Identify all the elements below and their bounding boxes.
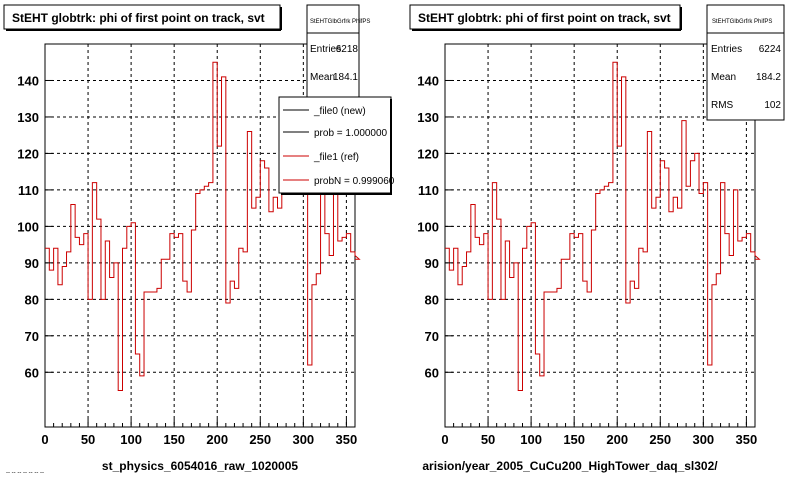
right-footer-label: arision/year_2005_CuCu200_HighTower_daq_…: [422, 459, 718, 473]
x-tick-label: 100: [120, 432, 142, 447]
x-tick-label: 250: [649, 432, 671, 447]
left-stats-mean-label: Mean: [310, 72, 335, 83]
right-stats-title: StEHTGlbGrfrk PhifPS: [712, 19, 772, 25]
y-tick-label: 60: [25, 365, 39, 380]
left-histogram-line: [45, 61, 361, 392]
x-tick-label: 0: [441, 432, 448, 447]
legend-entry-prob: prob = 1.000000: [314, 128, 388, 139]
x-tick-label: 150: [163, 432, 185, 447]
left-stats-entries-value: 6218: [336, 44, 359, 55]
left-chart-title: StEHT globtrk: phi of first point on tra…: [12, 11, 265, 25]
y-tick-label: 130: [417, 110, 439, 125]
right-x-ticks: 0 50 100 150 200 250 300 350: [441, 419, 757, 447]
left-y-ticks: 60 70 80 90 100 110 120 130 140: [17, 73, 53, 380]
left-legend: _file0 (new) prob = 1.000000 _file1 (ref…: [278, 96, 395, 195]
right-stats-mean-value: 184.2: [756, 72, 781, 83]
right-chart-title: StEHT globtrk: phi of first point on tra…: [418, 11, 671, 25]
right-title-box: StEHT globtrk: phi of first point on tra…: [409, 4, 682, 31]
right-panel: 0 50 100 150 200 250 300 350 60 70 80 90 100 110 120 1…: [409, 4, 785, 473]
legend-entry-file0: _file0 (new): [313, 106, 366, 117]
left-x-ticks: 0 50 100 150 200 250 300 350: [41, 419, 357, 447]
legend-entry-file1: _file1 (ref): [313, 152, 359, 163]
x-tick-label: 0: [41, 432, 48, 447]
x-tick-label: 350: [736, 432, 758, 447]
left-stats-mean-value: 184.1: [333, 72, 358, 83]
x-tick-label: 300: [692, 432, 714, 447]
x-tick-label: 200: [206, 432, 228, 447]
x-tick-label: 50: [481, 432, 495, 447]
x-tick-label: 300: [292, 432, 314, 447]
y-tick-label: 120: [417, 146, 439, 161]
y-tick-label: 110: [418, 183, 439, 198]
x-tick-label: 50: [81, 432, 95, 447]
right-histogram-line: [445, 61, 761, 392]
y-tick-label: 70: [25, 329, 39, 344]
left-title-box: StEHT globtrk: phi of first point on tra…: [3, 4, 282, 31]
y-tick-label: 80: [425, 292, 439, 307]
y-tick-label: 100: [17, 219, 39, 234]
y-tick-label: 90: [425, 256, 439, 271]
right-stats-rms-value: 102: [764, 100, 781, 111]
right-stats-mean-label: Mean: [711, 72, 736, 83]
x-tick-label: 150: [563, 432, 585, 447]
y-tick-label: 120: [17, 146, 39, 161]
right-stats-rms-label: RMS: [711, 100, 734, 111]
legend-entry-probn: probN = 0.999060: [314, 176, 395, 187]
x-tick-label: 350: [336, 432, 358, 447]
y-tick-label: 110: [18, 183, 39, 198]
right-y-ticks: 60 70 80 90 100 110 120 130 140: [417, 73, 453, 380]
x-tick-label: 250: [249, 432, 271, 447]
corner-note: -- -- -- -- -- -- --: [6, 470, 44, 476]
right-stats-box: StEHTGlbGrfrk PhifPS Entries 6224 Mean 1…: [706, 4, 785, 121]
y-tick-label: 100: [417, 219, 439, 234]
y-tick-label: 140: [17, 73, 39, 88]
x-tick-label: 200: [606, 432, 628, 447]
x-tick-label: 100: [520, 432, 542, 447]
y-tick-label: 70: [425, 329, 439, 344]
left-stats-entries-label: Entries: [310, 44, 341, 55]
y-tick-label: 130: [17, 110, 39, 125]
left-stats-title: StEHTGlbGrfrk PhifPS: [310, 19, 370, 25]
y-tick-label: 80: [25, 292, 39, 307]
left-footer-label: st_physics_6054016_raw_1020005: [102, 459, 298, 473]
right-stats-entries-value: 6224: [759, 44, 782, 55]
left-panel: 0 50 100 150 200 250 300 350 60 70 80 90 100 110 120 1…: [3, 4, 395, 473]
right-stats-entries-label: Entries: [711, 44, 742, 55]
y-tick-label: 140: [417, 73, 439, 88]
y-tick-label: 90: [25, 256, 39, 271]
y-tick-label: 60: [425, 365, 439, 380]
right-plot-frame: 0 50 100 150 200 250 300 350 60 70 80 90 100 110 120 1…: [417, 43, 761, 447]
